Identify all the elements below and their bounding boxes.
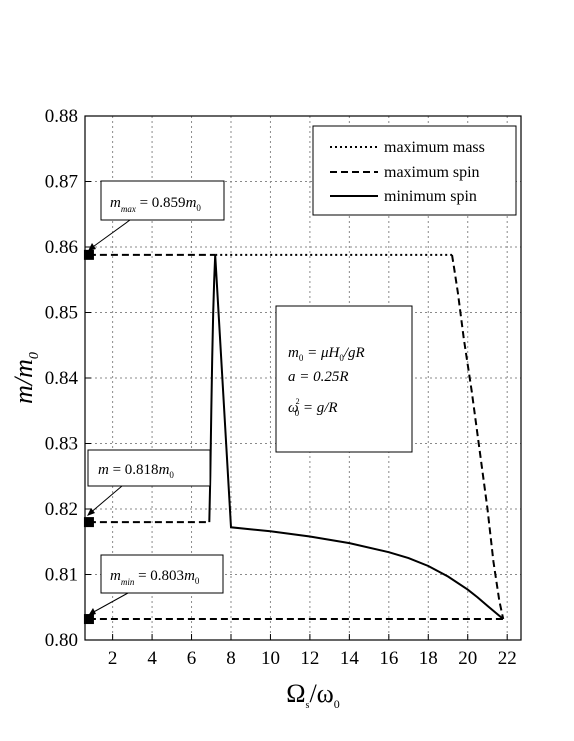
y-tick-label: 0.86 <box>45 237 78 258</box>
x-tick-label: 12 <box>300 648 319 669</box>
callout-max-box <box>100 180 225 221</box>
callout-min-box <box>100 554 224 594</box>
axis-ticks <box>85 115 508 641</box>
callout-818-text: m = 0.818m0 <box>98 462 174 480</box>
callout-max-arrowhead <box>88 243 96 251</box>
x-tick-label: 16 <box>379 648 398 669</box>
data-marker <box>83 614 94 625</box>
legend-label-maximum-spin: maximum spin <box>384 164 480 181</box>
callout-min: mmin = 0.803m0 <box>88 554 224 616</box>
parameter-line-omega: ω2 0 = g/R <box>288 397 338 418</box>
y-tick-label: 0.82 <box>45 499 78 520</box>
data-marker <box>83 517 94 528</box>
callout-818-arrow <box>88 485 123 515</box>
callout-min-arrow <box>89 592 129 615</box>
x-tick-label: 8 <box>226 648 236 669</box>
legend-label-maximum-mass: maximum mass <box>384 139 485 156</box>
x-tick-label: 10 <box>261 648 280 669</box>
x-tick-labels: 2 4 6 8 10 12 14 16 18 20 22 <box>108 648 517 669</box>
callout-min-text: mmin = 0.803m0 <box>110 568 200 587</box>
y-tick-label: 0.80 <box>45 630 78 651</box>
y-tick-labels: 0.80 0.81 0.82 0.83 0.84 0.85 0.86 0.87 0.88 <box>45 106 79 651</box>
legend-box <box>312 125 517 216</box>
y-tick-label: 0.88 <box>45 106 78 127</box>
markers-group <box>83 249 94 625</box>
y-tick-label: 0.81 <box>45 565 78 586</box>
parameter-box: m0 = μH0/gR a = 0.25R ω2 0 = g/R <box>275 305 413 453</box>
x-tick-label: 18 <box>419 648 438 669</box>
legend: maximum mass maximum spin minimum spin <box>312 125 517 216</box>
legend-label-minimum-spin: minimum spin <box>384 188 477 205</box>
y-tick-label: 0.83 <box>45 434 78 455</box>
y-axis-title: m/m0 <box>9 352 42 404</box>
x-tick-label: 14 <box>340 648 360 669</box>
series-maximum-spin <box>88 253 505 620</box>
x-tick-label: 6 <box>187 648 197 669</box>
y-tick-label: 0.85 <box>45 303 78 324</box>
x-tick-label: 2 <box>108 648 118 669</box>
x-axis-title: Ωs/ω0 <box>286 679 340 711</box>
x-tick-label: 20 <box>458 648 477 669</box>
x-tick-label: 4 <box>147 648 157 669</box>
callout-818-box <box>87 449 211 487</box>
data-marker <box>83 249 94 260</box>
callout-818: m = 0.818m0 <box>87 449 211 516</box>
callout-818-arrowhead <box>87 508 95 516</box>
parameter-line-a: a = 0.25R <box>288 369 349 385</box>
callout-max-text: mmax = 0.859m0 <box>110 195 201 214</box>
parameter-line-m0: m0 = μH0/gR <box>288 345 365 363</box>
callout-max: mmax = 0.859m0 <box>88 180 225 251</box>
callout-min-arrowhead <box>88 608 96 616</box>
x-tick-label: 22 <box>498 648 517 669</box>
y-tick-label: 0.84 <box>45 368 79 389</box>
parameter-box-frame <box>275 305 413 453</box>
y-tick-label: 0.87 <box>45 172 78 193</box>
callout-max-arrow <box>89 219 131 250</box>
series-group <box>88 253 505 620</box>
series-minimum-spin <box>208 254 504 620</box>
